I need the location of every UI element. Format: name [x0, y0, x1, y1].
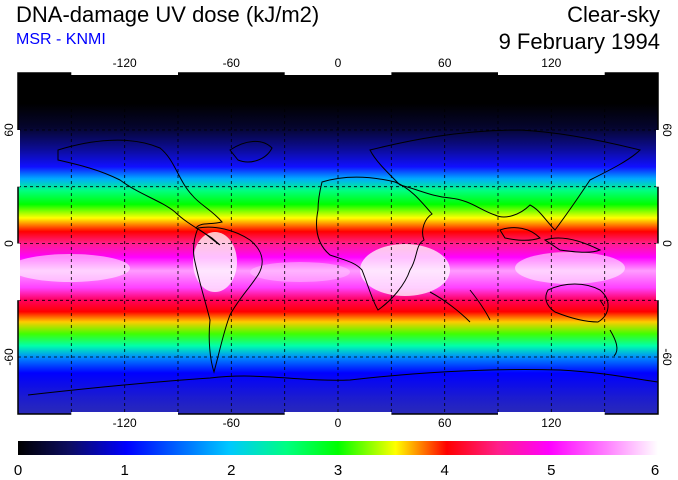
- graticule: [18, 73, 658, 414]
- lat-tick: 60: [660, 123, 674, 137]
- lon-tick: 0: [335, 56, 342, 70]
- map-date: 9 February 1994: [498, 29, 660, 54]
- map-title: DNA-damage UV dose (kJ/m2): [16, 2, 320, 27]
- lat-tick: -60: [660, 348, 674, 366]
- lat-tick: 0: [660, 240, 674, 247]
- map-frame: [17, 72, 659, 415]
- colorbar-label: 3: [334, 462, 342, 479]
- lat-tick: -60: [2, 348, 16, 366]
- lon-tick: 0: [335, 416, 342, 430]
- lon-tick: -120: [113, 56, 137, 70]
- lon-tick: -120: [113, 416, 137, 430]
- lon-tick: 120: [541, 56, 561, 70]
- map-subtitle: MSR - KNMI: [16, 31, 106, 48]
- colorbar-labels: 0 1 2 3 4 5 6: [14, 462, 659, 479]
- colorbar-label: 1: [121, 462, 129, 479]
- lat-ticks-right: 60 0 -60: [660, 123, 674, 366]
- sky-condition: Clear-sky: [567, 2, 660, 27]
- lon-tick: -60: [223, 416, 241, 430]
- lat-tick: 0: [2, 240, 16, 247]
- coastlines: [27, 129, 658, 396]
- lon-ticks-bottom: -120 -60 0 60 120: [113, 416, 562, 430]
- colorbar-label: 6: [651, 462, 659, 479]
- lon-tick: 120: [541, 416, 561, 430]
- lon-tick: 60: [438, 56, 452, 70]
- lon-ticks-top: -120 -60 0 60 120: [113, 56, 562, 70]
- colorbar-label: 2: [227, 462, 235, 479]
- lat-ticks-left: 60 0 -60: [2, 123, 16, 366]
- colorbar-label: 5: [547, 462, 555, 479]
- colorbar: [18, 441, 658, 455]
- lon-tick: -60: [223, 56, 241, 70]
- lon-tick: 60: [438, 416, 452, 430]
- colorbar-label: 4: [441, 462, 449, 479]
- colorbar-label: 0: [14, 462, 22, 479]
- lat-tick: 60: [2, 123, 16, 137]
